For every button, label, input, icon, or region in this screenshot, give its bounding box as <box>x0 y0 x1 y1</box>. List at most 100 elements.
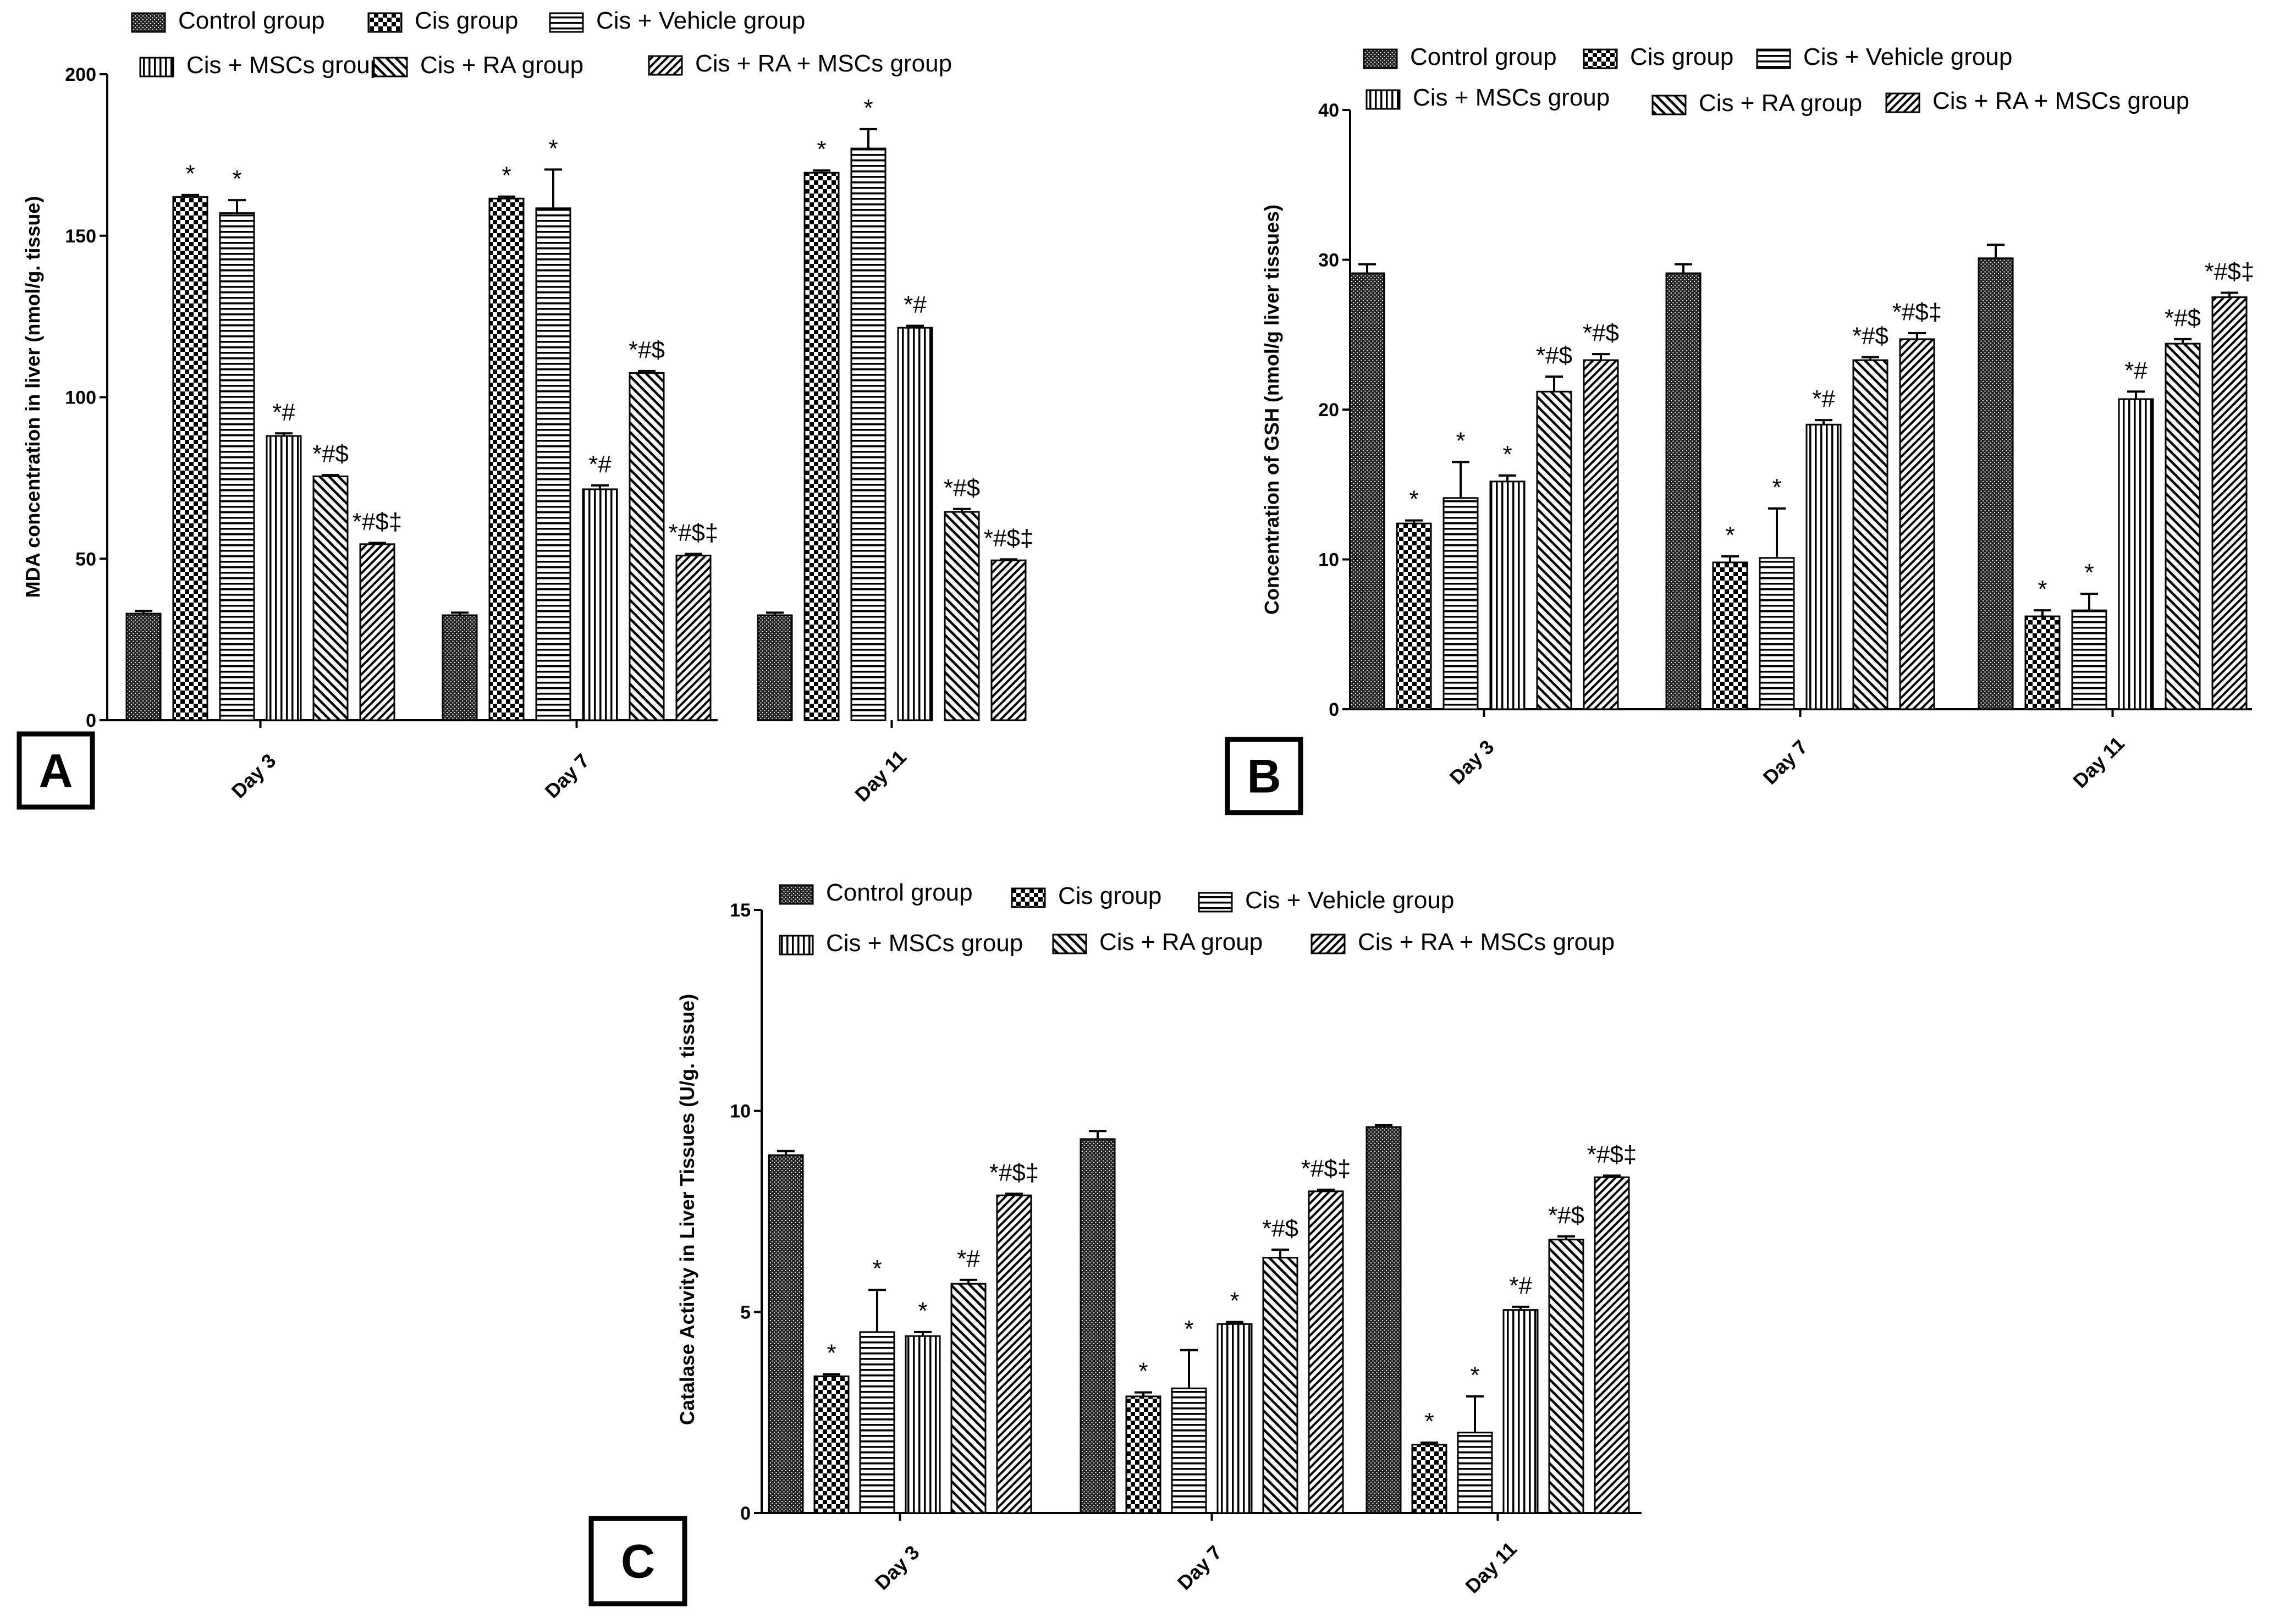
bar <box>488 197 525 721</box>
legend-swatch <box>367 12 403 33</box>
chart-layer: 0 50 100 150 200 MDA concentration in liver (… <box>16 7 2254 1606</box>
y-tick-label: 40 <box>1318 100 1339 121</box>
bar <box>813 1375 850 1514</box>
bar <box>2071 609 2107 710</box>
significance-label: * <box>1184 1316 1193 1343</box>
bar <box>1442 497 1479 710</box>
legend-swatch <box>1651 95 1687 115</box>
bar <box>359 543 395 721</box>
y-tick-label: 20 <box>1318 400 1339 421</box>
significance-label: * <box>1409 486 1418 513</box>
significance-label: * <box>1456 427 1465 454</box>
bar <box>803 172 840 721</box>
bar <box>2211 296 2248 710</box>
bar <box>996 1194 1032 1514</box>
significance-label: * <box>1138 1358 1148 1385</box>
y-axis-label: Catalase Activity in Liver Tissues (U/g.… <box>676 994 698 1425</box>
bar <box>1216 1323 1253 1514</box>
significance-label: *#$ <box>2165 305 2201 332</box>
y-tick-label: 100 <box>65 388 96 408</box>
x-tick-label: Day 3 <box>1445 736 1499 789</box>
bar <box>897 327 933 721</box>
y-tick-label: 200 <box>65 64 96 85</box>
legend-swatch <box>1363 48 1398 69</box>
chart-panel-b: 0 10 20 30 40 Concentration of GSH (nmol/g li… <box>1225 43 2254 815</box>
x-tick-label: Day 3 <box>871 1541 924 1594</box>
x-tick-label: Day 7 <box>1759 736 1812 789</box>
legend-swatch <box>648 55 683 76</box>
panel-letter: A <box>38 745 73 798</box>
significance-label: *# <box>588 451 612 478</box>
y-tick-label: 0 <box>86 710 96 731</box>
significance-label: * <box>1424 1408 1434 1435</box>
significance-label: *#$ <box>1583 319 1619 346</box>
x-tick-label: Day 7 <box>1173 1541 1226 1594</box>
significance-label: * <box>185 161 195 187</box>
y-axis-label: MDA concentration in liver (nmol/g. tiss… <box>21 196 44 598</box>
significance-label: * <box>827 1340 836 1367</box>
significance-label: *#$‡ <box>1301 1155 1351 1182</box>
significance-label: *# <box>272 399 295 426</box>
legend-label: Cis + RA group <box>1099 929 1263 956</box>
bar <box>1852 359 1888 710</box>
significance-label: *# <box>1812 385 1835 412</box>
y-tick-label: 50 <box>75 549 96 570</box>
legend-label: Cis + Vehicle group <box>596 7 805 34</box>
legend-swatch <box>373 57 408 78</box>
legend-label: Cis + RA + MSCs group <box>695 50 952 77</box>
y-axis-label: Concentration of GSH (nmol/g liver tissu… <box>1260 205 1283 615</box>
significance-label: * <box>872 1255 882 1282</box>
bar <box>1978 257 2014 710</box>
bar <box>1899 338 1935 710</box>
bar <box>2165 343 2201 710</box>
significance-label: * <box>1772 474 1781 501</box>
significance-label: * <box>918 1297 927 1324</box>
significance-label: *#$ <box>1852 323 1888 350</box>
significance-label: * <box>817 136 826 163</box>
bar <box>1411 1444 1447 1514</box>
bar <box>850 147 887 721</box>
x-tick-label: Day 3 <box>227 749 280 803</box>
bar <box>2024 615 2061 710</box>
legend-label: Cis + Vehicle group <box>1803 43 2012 70</box>
legend-swatch <box>1052 934 1087 954</box>
legend-label: Cis + Vehicle group <box>1245 887 1454 914</box>
bar <box>582 488 618 721</box>
significance-label: * <box>548 135 558 162</box>
legend-swatch <box>1198 892 1233 913</box>
bar <box>1308 1190 1344 1514</box>
y-tick-label: 15 <box>730 900 751 921</box>
legend-swatch <box>779 935 814 956</box>
significance-label: * <box>863 95 873 122</box>
bar <box>1457 1432 1493 1514</box>
legend: Control group Cis group Cis + Vehicle grou… <box>779 879 1615 957</box>
legend-swatch <box>131 12 166 33</box>
significance-label: *#$ <box>1262 1215 1298 1242</box>
bar <box>990 559 1027 721</box>
chart-panel-a: 0 50 100 150 200 MDA concentration in liver (… <box>16 7 1033 810</box>
significance-label: *# <box>904 291 927 318</box>
significance-label: * <box>1502 441 1512 468</box>
legend-label: Cis + MSCs group <box>1413 84 1610 111</box>
bar <box>2118 398 2154 710</box>
x-tick-label: Day 11 <box>1461 1537 1521 1598</box>
x-tick-label: Day 11 <box>2068 732 2129 792</box>
legend-swatch <box>1366 89 1401 110</box>
panel-letter-box <box>16 731 95 810</box>
legend-label: Control group <box>178 7 325 34</box>
legend-swatch <box>1011 887 1046 908</box>
legend-label: Cis + RA group <box>420 52 583 79</box>
legend-label: Cis + MSCs group <box>186 52 383 79</box>
bar <box>172 196 208 721</box>
bar <box>1548 1239 1584 1514</box>
y-tick-label: 150 <box>65 226 96 247</box>
significance-label: *#$ <box>944 474 980 501</box>
bar <box>1594 1176 1630 1514</box>
panel-letter-box <box>588 1516 687 1606</box>
significance-label: *# <box>1509 1272 1532 1299</box>
bar <box>1396 522 1432 710</box>
y-tick-label: 30 <box>1318 250 1339 271</box>
bar <box>1489 481 1526 710</box>
bar <box>1366 1126 1402 1514</box>
panel-letter-box <box>1225 737 1303 815</box>
